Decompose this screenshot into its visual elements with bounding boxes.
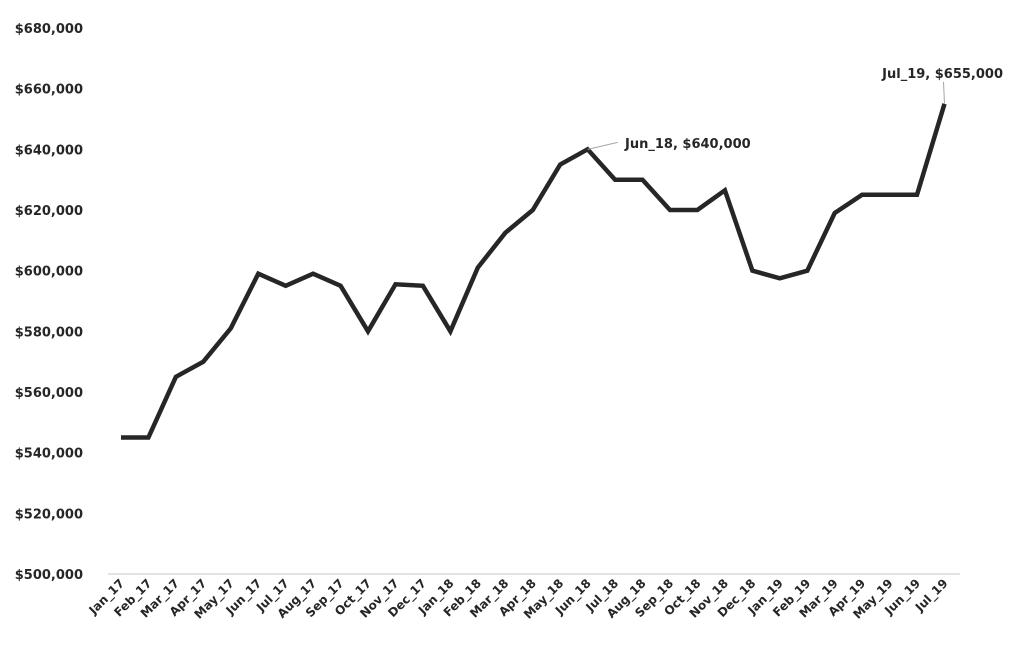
y-tick-label: $520,000 [15, 507, 83, 522]
y-tick-label: $640,000 [15, 143, 83, 158]
y-tick-label: $600,000 [15, 265, 83, 280]
series-line [121, 103, 947, 440]
data-label: Jul_19, $655,000 [881, 67, 1003, 82]
y-tick-label: $680,000 [15, 22, 83, 37]
data-label: Jun_18, $640,000 [624, 137, 751, 152]
y-tick-label: $620,000 [15, 204, 83, 219]
x-axis: Jan_17Feb_17Mar_17Apr_17May_17Jun_17Jul_… [86, 576, 952, 622]
y-axis: $500,000 $520,000 $540,000 $560,000 $580,000… [15, 22, 83, 583]
y-tick-label: $660,000 [15, 83, 83, 98]
annotation-leader-line [943, 81, 945, 104]
annotation-leader-line [587, 141, 618, 150]
y-tick-label: $500,000 [15, 568, 83, 583]
y-tick-label: $560,000 [15, 386, 83, 401]
y-tick-label: $540,000 [15, 447, 83, 462]
y-tick-label: $580,000 [15, 325, 83, 340]
data-annotations: Jun_18, $640,000 Jul_19, $655,000 [587, 67, 1003, 152]
